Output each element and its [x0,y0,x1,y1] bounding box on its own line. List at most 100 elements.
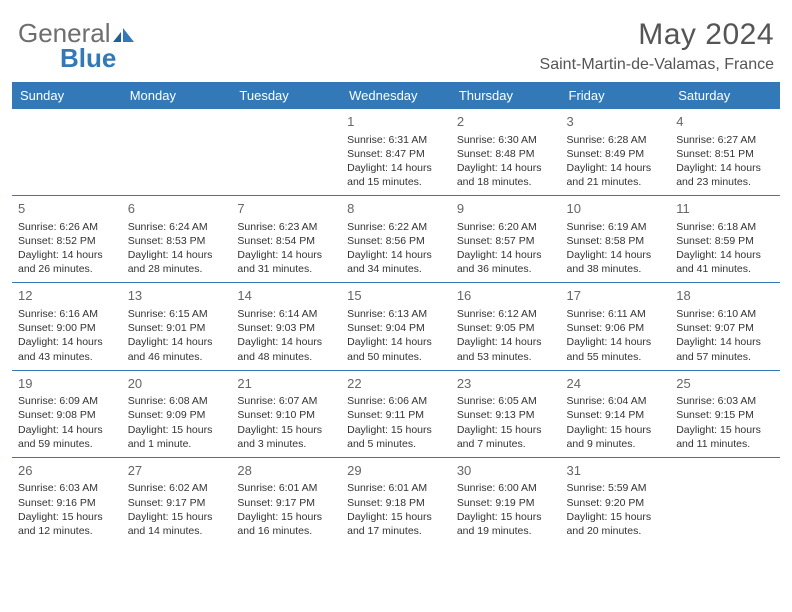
sunrise-text: Sunrise: 6:31 AM [347,133,445,147]
calendar-page: GeneralBlue May 2024 Saint-Martin-de-Val… [0,0,792,612]
day-number: 24 [567,375,665,393]
month-title: May 2024 [540,18,774,52]
day-number: 1 [347,113,445,131]
calendar-day-cell [122,109,232,196]
day-number: 3 [567,113,665,131]
sunset-text: Sunset: 9:15 PM [676,408,774,422]
sunset-text: Sunset: 8:56 PM [347,234,445,248]
sunset-text: Sunset: 9:09 PM [128,408,226,422]
sunset-text: Sunset: 9:05 PM [457,321,555,335]
day-number: 19 [18,375,116,393]
sunrise-text: Sunrise: 6:10 AM [676,307,774,321]
daylight-text: Daylight: 14 hours and 28 minutes. [128,248,226,276]
day-number: 13 [128,287,226,305]
calendar-day-cell: 17 Sunrise: 6:11 AMSunset: 9:06 PMDayligh… [561,283,671,370]
sunrise-text: Sunrise: 6:23 AM [237,220,335,234]
weekday-header: Thursday [451,82,561,109]
calendar-day-cell: 19Sunrise: 6:09 AMSunset: 9:08 PMDayligh… [12,370,122,457]
sunrise-text: Sunrise: 6:15 AM [128,307,226,321]
day-number: 17 [567,287,665,305]
daylight-text: Daylight: 14 hours and 21 minutes. [567,161,665,189]
day-number: 10 [567,200,665,218]
daylight-text: Daylight: 15 hours and 7 minutes. [457,423,555,451]
calendar-day-cell: 5Sunrise: 6:26 AMSunset: 8:52 PMDaylight… [12,196,122,283]
sunset-text: Sunset: 9:17 PM [237,496,335,510]
day-number: 29 [347,462,445,480]
location-label: Saint-Martin-de-Valamas, France [540,56,774,74]
calendar-day-cell: 31Sunrise: 5:59 AMSunset: 9:20 PMDayligh… [561,457,671,544]
day-number: 18 [676,287,774,305]
calendar-day-cell: 10Sunrise: 6:19 AMSunset: 8:58 PMDayligh… [561,196,671,283]
weekday-header: Wednesday [341,82,451,109]
sunset-text: Sunset: 9:13 PM [457,408,555,422]
daylight-text: Daylight: 15 hours and 1 minute. [128,423,226,451]
calendar-day-cell: 29Sunrise: 6:01 AMSunset: 9:18 PMDayligh… [341,457,451,544]
daylight-text: Daylight: 15 hours and 3 minutes. [237,423,335,451]
daylight-text: Daylight: 14 hours and 50 minutes. [347,335,445,363]
day-number: 22 [347,375,445,393]
calendar-table: Sunday Monday Tuesday Wednesday Thursday… [12,82,780,544]
weekday-header: Sunday [12,82,122,109]
sunrise-text: Sunrise: 6:11 AM [567,307,665,321]
sunset-text: Sunset: 8:49 PM [567,147,665,161]
sunset-text: Sunset: 8:48 PM [457,147,555,161]
sunset-text: Sunset: 9:17 PM [128,496,226,510]
weekday-header: Monday [122,82,232,109]
sunrise-text: Sunrise: 6:05 AM [457,394,555,408]
calendar-week-row: 1 Sunrise: 6:31 AMSunset: 8:47 PM Daylight… [12,109,780,196]
daylight-text: Daylight: 15 hours and 20 minutes. [567,510,665,538]
sunset-text: Sunset: 9:16 PM [18,496,116,510]
sunset-text: Sunset: 9:06 PM [567,321,665,335]
sunrise-text: Sunrise: 6:26 AM [18,220,116,234]
calendar-day-cell: 22Sunrise: 6:06 AMSunset: 9:11 PMDayligh… [341,370,451,457]
sunset-text: Sunset: 8:53 PM [128,234,226,248]
sunrise-text: Sunrise: 6:07 AM [237,394,335,408]
day-number: 25 [676,375,774,393]
sunset-text: Sunset: 9:03 PM [237,321,335,335]
sunset-text: Sunset: 8:52 PM [18,234,116,248]
daylight-text: Daylight: 14 hours and 18 minutes. [457,161,555,189]
day-number: 27 [128,462,226,480]
daylight-text: Daylight: 14 hours and 48 minutes. [237,335,335,363]
daylight-text: Daylight: 14 hours and 31 minutes. [237,248,335,276]
weekday-header: Tuesday [231,82,341,109]
sunset-text: Sunset: 8:59 PM [676,234,774,248]
calendar-day-cell: 4Sunrise: 6:27 AMSunset: 8:51 PMDaylight… [670,109,780,196]
sunrise-text: Sunrise: 6:18 AM [676,220,774,234]
calendar-day-cell: 27Sunrise: 6:02 AMSunset: 9:17 PMDayligh… [122,457,232,544]
sunrise-text: Sunrise: 6:19 AM [567,220,665,234]
sunrise-text: Sunrise: 6:30 AM [457,133,555,147]
calendar-week-row: 5Sunrise: 6:26 AMSunset: 8:52 PMDaylight… [12,196,780,283]
calendar-day-cell: 3 Sunrise: 6:28 AMSunset: 8:49 PMDaylight… [561,109,671,196]
day-number: 2 [457,113,555,131]
calendar-day-cell: 14Sunrise: 6:14 AMSunset: 9:03 PMDayligh… [231,283,341,370]
day-number: 4 [676,113,774,131]
title-block: May 2024 Saint-Martin-de-Valamas, France [540,18,774,74]
calendar-day-cell [12,109,122,196]
daylight-text: Daylight: 15 hours and 5 minutes. [347,423,445,451]
sunrise-text: Sunrise: 6:03 AM [676,394,774,408]
sunrise-text: Sunrise: 6:13 AM [347,307,445,321]
sunset-text: Sunset: 9:00 PM [18,321,116,335]
daylight-text: Daylight: 14 hours and 36 minutes. [457,248,555,276]
sunrise-text: Sunrise: 6:08 AM [128,394,226,408]
sunrise-text: Sunrise: 6:28 AM [567,133,665,147]
calendar-day-cell: 12Sunrise: 6:16 AMSunset: 9:00 PMDayligh… [12,283,122,370]
day-number: 12 [18,287,116,305]
calendar-day-cell: 28Sunrise: 6:01 AMSunset: 9:17 PMDayligh… [231,457,341,544]
calendar-day-cell: 9Sunrise: 6:20 AMSunset: 8:57 PMDaylight… [451,196,561,283]
calendar-day-cell: 8Sunrise: 6:22 AMSunset: 8:56 PMDaylight… [341,196,451,283]
calendar-day-cell: 7Sunrise: 6:23 AMSunset: 8:54 PMDaylight… [231,196,341,283]
sunrise-text: Sunrise: 6:24 AM [128,220,226,234]
sunset-text: Sunset: 8:58 PM [567,234,665,248]
sunset-text: Sunset: 8:47 PM [347,147,445,161]
daylight-text: Daylight: 14 hours and 53 minutes. [457,335,555,363]
calendar-body: 1 Sunrise: 6:31 AMSunset: 8:47 PM Daylight… [12,109,780,544]
day-number: 16 [457,287,555,305]
sunrise-text: Sunrise: 6:00 AM [457,481,555,495]
daylight-text: Daylight: 14 hours and 46 minutes. [128,335,226,363]
day-number: 8 [347,200,445,218]
daylight-text: Daylight: 14 hours and 55 minutes. [567,335,665,363]
sunrise-text: Sunrise: 6:01 AM [237,481,335,495]
day-number: 7 [237,200,335,218]
